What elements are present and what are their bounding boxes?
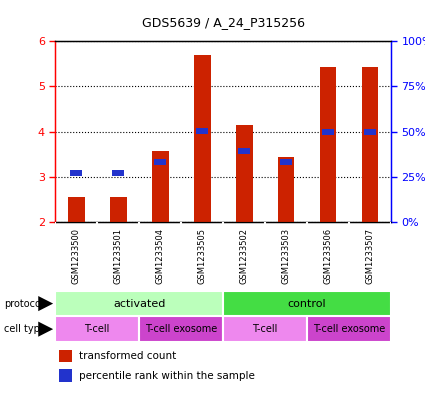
FancyBboxPatch shape (139, 316, 223, 342)
Text: GSM1233500: GSM1233500 (72, 228, 81, 283)
Bar (322, 129, 334, 135)
FancyBboxPatch shape (307, 316, 391, 342)
Text: percentile rank within the sample: percentile rank within the sample (79, 371, 255, 381)
Bar (152, 151, 169, 222)
Text: transformed count: transformed count (79, 351, 176, 361)
Text: GSM1233505: GSM1233505 (198, 228, 207, 283)
Bar (71, 170, 82, 176)
Bar (59, 369, 72, 382)
Bar (280, 159, 292, 165)
Bar (278, 156, 295, 222)
Text: control: control (288, 299, 326, 309)
Text: T-cell: T-cell (85, 324, 110, 334)
Bar (59, 350, 72, 362)
Bar (154, 159, 166, 165)
Text: GSM1233507: GSM1233507 (366, 228, 374, 284)
Bar (320, 68, 337, 222)
Bar (194, 55, 210, 222)
Text: cell type: cell type (4, 324, 46, 334)
FancyBboxPatch shape (223, 316, 307, 342)
Polygon shape (38, 321, 53, 337)
Text: GSM1233504: GSM1233504 (156, 228, 164, 283)
Text: T-cell exosome: T-cell exosome (313, 324, 385, 334)
Bar (68, 197, 85, 222)
Text: T-cell exosome: T-cell exosome (145, 324, 217, 334)
Text: GSM1233503: GSM1233503 (282, 228, 291, 284)
Bar (112, 170, 124, 176)
Bar (238, 148, 250, 154)
Text: activated: activated (113, 299, 165, 309)
Text: GDS5639 / A_24_P315256: GDS5639 / A_24_P315256 (142, 17, 305, 29)
Polygon shape (38, 296, 53, 311)
Text: GSM1233501: GSM1233501 (114, 228, 123, 283)
Text: T-cell: T-cell (252, 324, 278, 334)
FancyBboxPatch shape (55, 316, 139, 342)
Text: GSM1233502: GSM1233502 (240, 228, 249, 283)
Bar (364, 129, 376, 135)
Bar (362, 68, 378, 222)
Text: protocol: protocol (4, 299, 44, 309)
Bar (236, 125, 252, 222)
Text: GSM1233506: GSM1233506 (323, 228, 332, 284)
FancyBboxPatch shape (55, 291, 223, 316)
Bar (196, 128, 208, 134)
FancyBboxPatch shape (223, 291, 391, 316)
Bar (110, 197, 127, 222)
